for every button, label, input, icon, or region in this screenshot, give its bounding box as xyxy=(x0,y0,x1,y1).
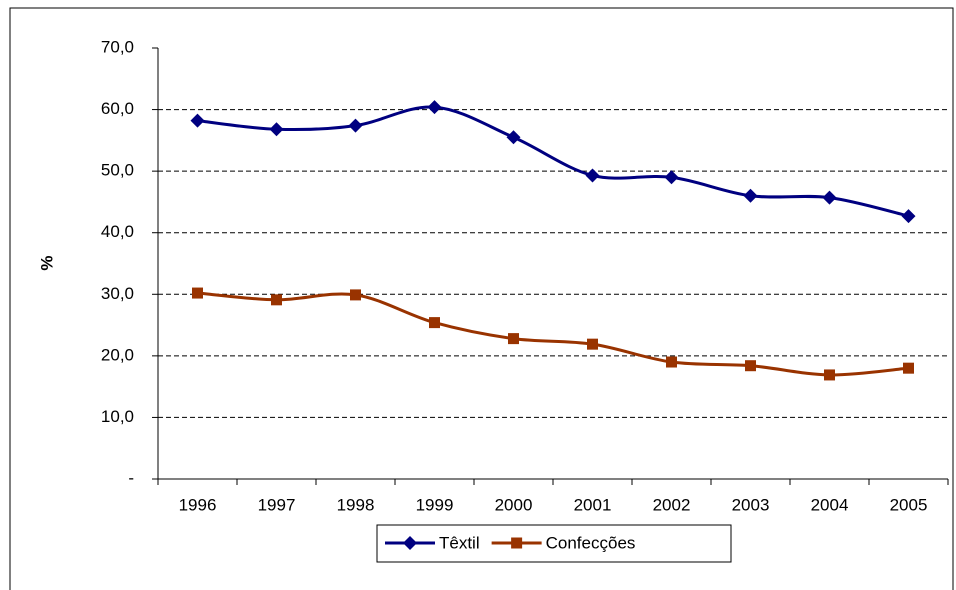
y-tick-label: 20,0 xyxy=(101,345,134,364)
marker xyxy=(427,100,442,115)
marker xyxy=(666,356,677,368)
x-tick-label: 2001 xyxy=(574,495,612,514)
marker xyxy=(190,113,205,128)
marker xyxy=(745,360,756,372)
y-tick-label: 10,0 xyxy=(101,407,134,426)
marker xyxy=(822,190,837,205)
marker xyxy=(271,294,282,306)
x-tick-label: 2002 xyxy=(653,495,691,514)
y-tick-label: 40,0 xyxy=(101,222,134,241)
marker xyxy=(348,118,363,133)
series-line xyxy=(197,291,909,377)
legend-label: Têxtil xyxy=(439,533,480,552)
marker xyxy=(350,289,361,301)
y-tick-label: 60,0 xyxy=(101,99,134,118)
marker xyxy=(403,536,417,550)
marker xyxy=(506,130,521,145)
marker xyxy=(511,537,523,549)
marker xyxy=(587,338,598,350)
marker xyxy=(901,209,916,224)
marker xyxy=(585,168,600,183)
legend-box xyxy=(376,524,732,563)
marker xyxy=(269,122,284,137)
y-tick-label: 30,0 xyxy=(101,284,134,303)
x-tick-label: 1998 xyxy=(337,495,375,514)
x-tick-label: 1996 xyxy=(179,495,217,514)
x-tick-label: 2000 xyxy=(495,495,533,514)
marker xyxy=(508,333,519,345)
series-line xyxy=(197,105,909,218)
marker xyxy=(664,170,679,185)
y-axis-label: % xyxy=(37,255,56,270)
legend-label: Confecções xyxy=(546,533,636,552)
legend: Têxtil Confecções xyxy=(376,524,732,563)
y-tick-label: 50,0 xyxy=(101,161,134,180)
marker xyxy=(429,317,440,329)
marker xyxy=(743,188,758,203)
x-tick-label: 2004 xyxy=(811,495,849,514)
marker xyxy=(824,369,835,381)
y-tick-label: - xyxy=(128,468,134,487)
marker xyxy=(903,362,914,374)
y-tick-label: 70,0 xyxy=(101,37,134,56)
marker xyxy=(192,287,203,299)
x-tick-label: 2005 xyxy=(890,495,928,514)
x-tick-label: 1999 xyxy=(416,495,454,514)
x-tick-label: 1997 xyxy=(258,495,296,514)
x-tick-label: 2003 xyxy=(732,495,770,514)
chart-frame xyxy=(9,7,954,590)
